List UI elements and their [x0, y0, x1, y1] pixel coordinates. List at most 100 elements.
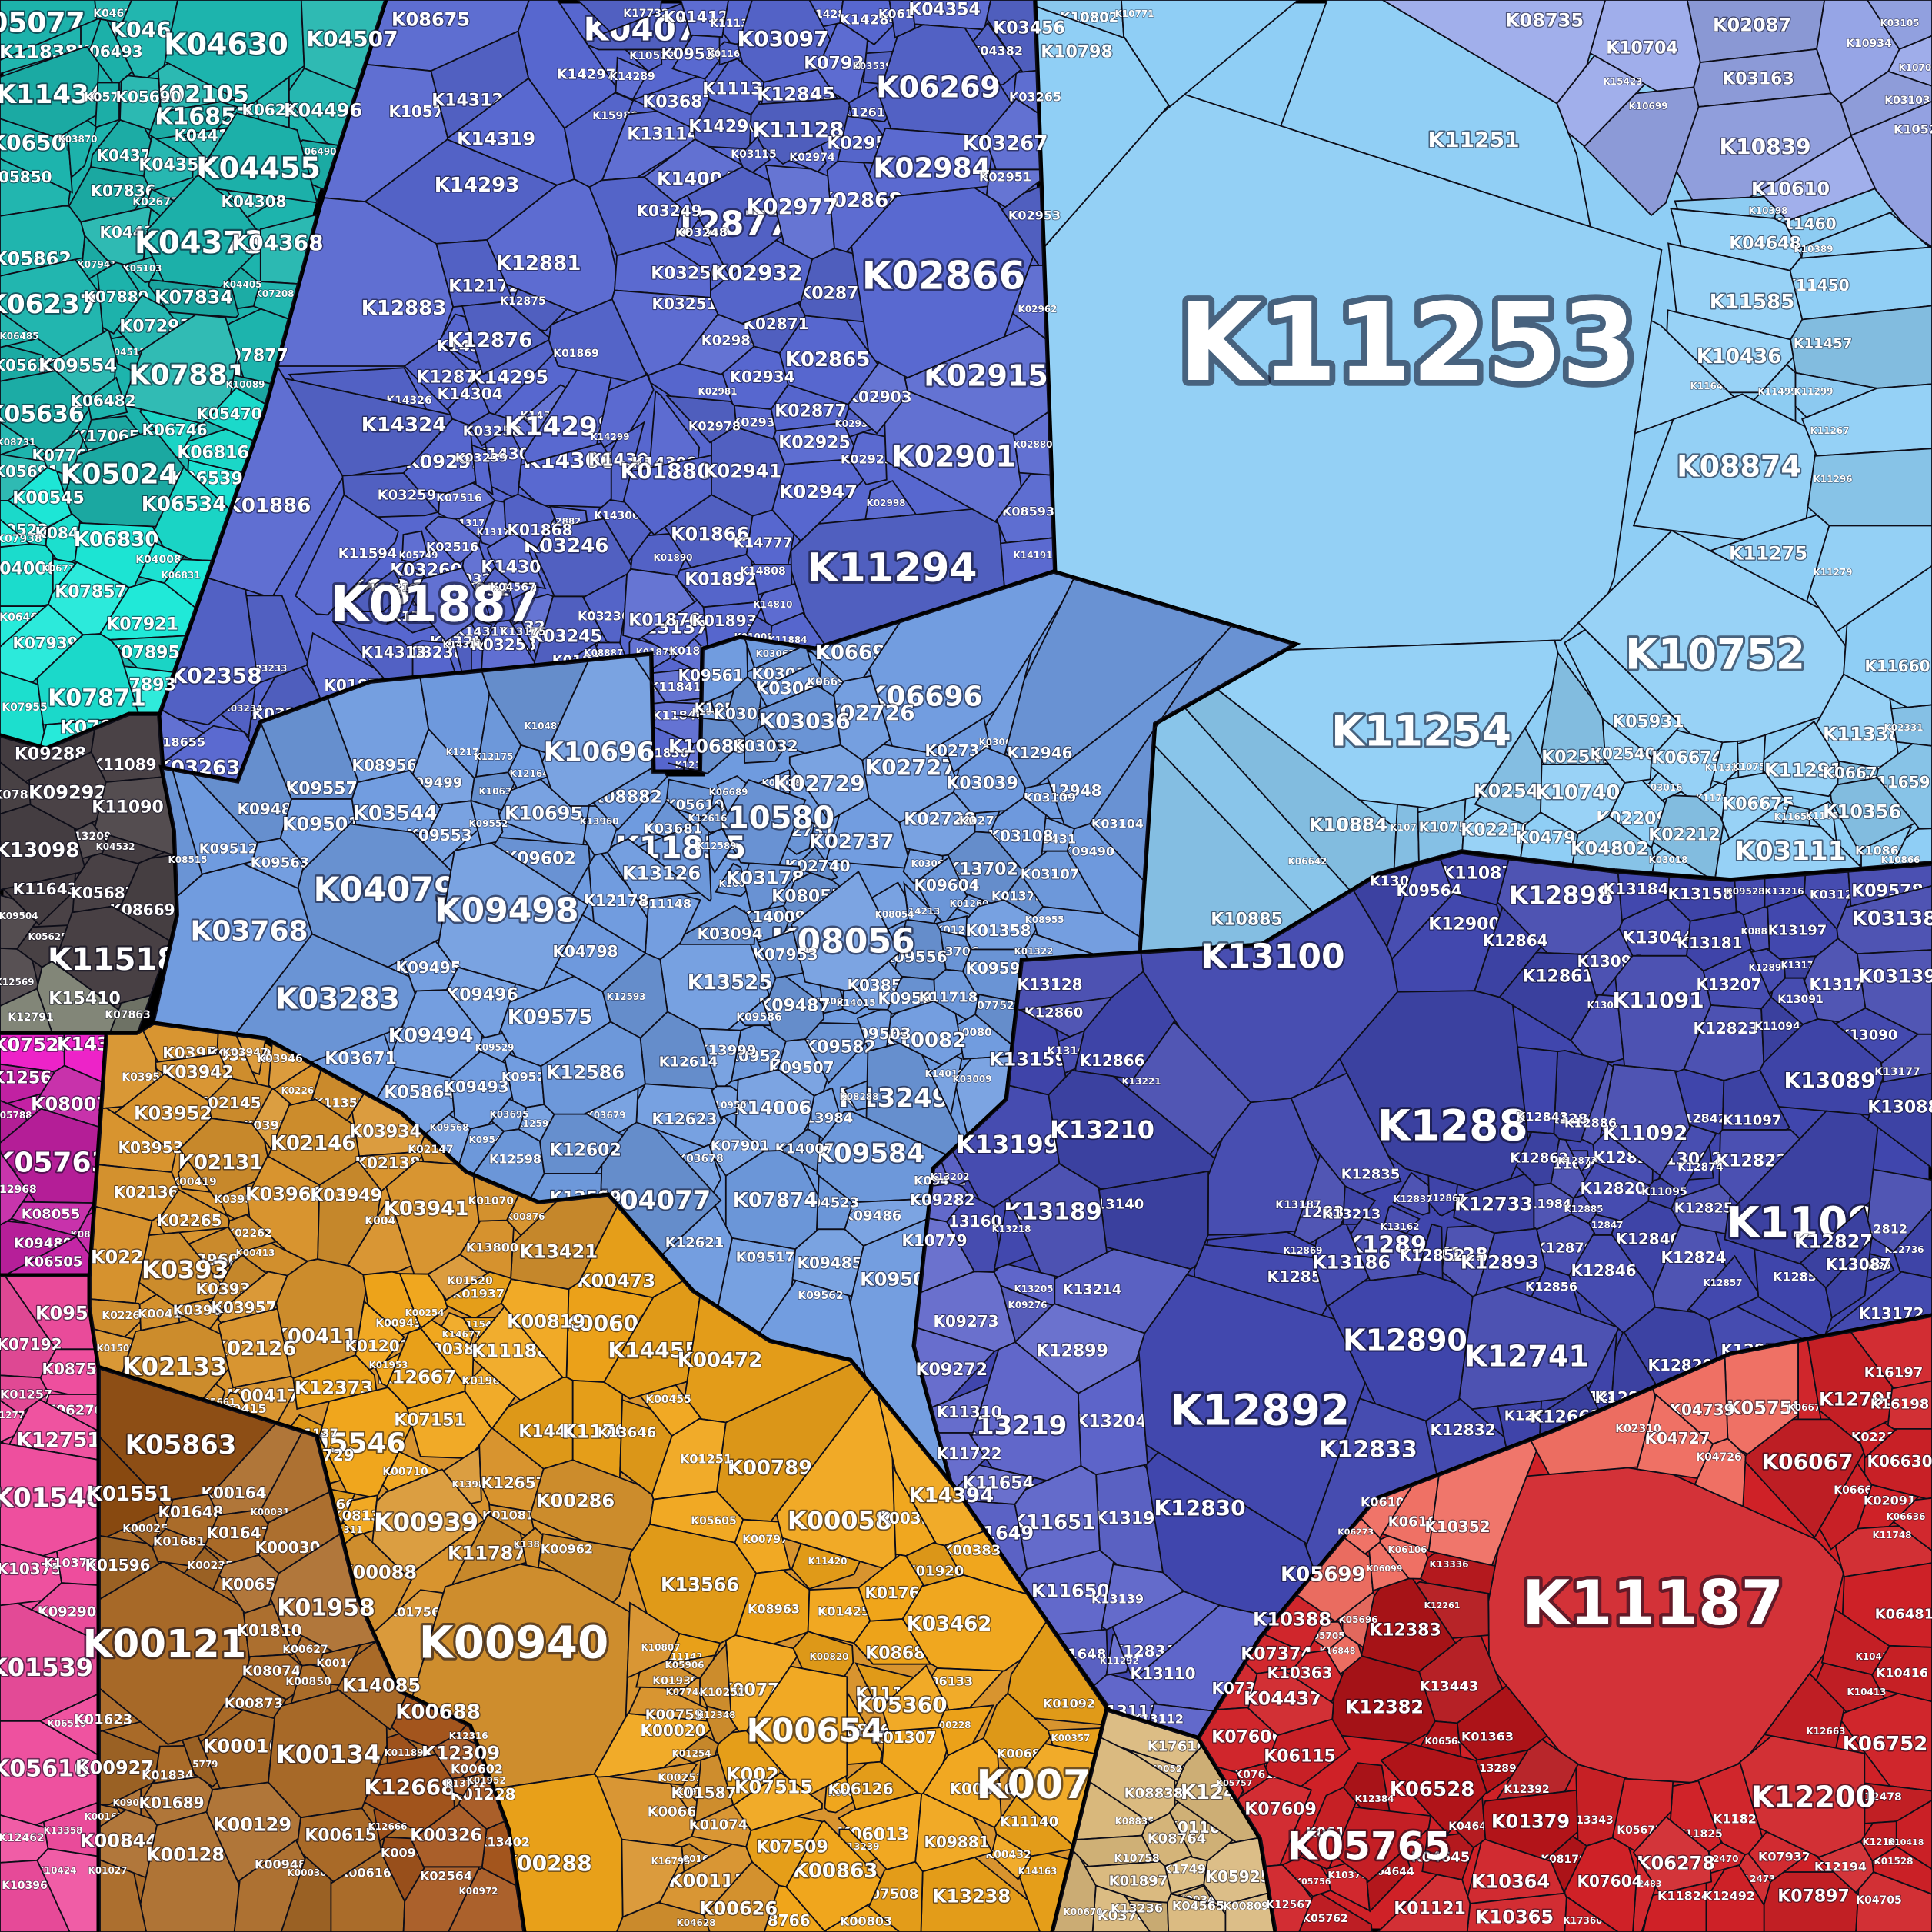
treemap-cell[interactable]: [507, 580, 535, 601]
treemap-cell[interactable]: [788, 744, 870, 822]
treemap-cell[interactable]: [1264, 1864, 1313, 1932]
treemap-cell[interactable]: [1427, 1440, 1537, 1567]
treemap-cell[interactable]: [941, 1150, 970, 1186]
treemap-cell[interactable]: [1875, 743, 1932, 830]
treemap-cell[interactable]: [125, 1514, 161, 1549]
treemap-cell[interactable]: [1891, 828, 1932, 866]
treemap-cell[interactable]: [0, 421, 29, 456]
treemap-cell[interactable]: [1867, 1072, 1932, 1169]
treemap-cell[interactable]: [1583, 928, 1634, 996]
treemap-cell[interactable]: [1053, 1850, 1097, 1932]
treemap-cell[interactable]: [615, 1901, 711, 1932]
treemap-cell[interactable]: [1417, 798, 1467, 863]
treemap-cell[interactable]: [1517, 1046, 1559, 1134]
treemap-cell[interactable]: [1632, 1860, 1657, 1932]
treemap-cell[interactable]: [868, 1860, 924, 1932]
treemap-cell[interactable]: [819, 984, 844, 1014]
treemap-cell[interactable]: [678, 904, 756, 945]
treemap-cell[interactable]: [623, 48, 663, 73]
treemap-cell[interactable]: [541, 656, 653, 807]
treemap-cell[interactable]: [548, 298, 648, 383]
treemap-cell[interactable]: [1824, 1237, 1873, 1319]
treemap-cell[interactable]: [685, 219, 713, 247]
treemap-cell[interactable]: [540, 1021, 646, 1115]
treemap-cell[interactable]: [1569, 1150, 1590, 1174]
treemap-cell[interactable]: [1860, 825, 1913, 868]
treemap-cell[interactable]: [1074, 970, 1176, 1081]
treemap-cell[interactable]: [931, 1383, 989, 1434]
treemap-cell[interactable]: [410, 1803, 488, 1868]
treemap-cell[interactable]: [448, 1867, 524, 1932]
treemap-cell[interactable]: [251, 1088, 291, 1150]
treemap-cell[interactable]: [1280, 0, 1591, 228]
treemap-cell[interactable]: [744, 724, 783, 764]
treemap-cell[interactable]: [1427, 1174, 1458, 1217]
treemap-cell[interactable]: [1687, 1144, 1714, 1181]
treemap-cell[interactable]: [411, 567, 485, 642]
treemap-cell[interactable]: [124, 256, 158, 284]
treemap-cell[interactable]: [1642, 1882, 1707, 1932]
treemap-cell[interactable]: [839, 0, 894, 46]
treemap-cell[interactable]: [742, 862, 801, 913]
treemap-cell[interactable]: [1421, 1833, 1474, 1881]
treemap-cell[interactable]: [401, 530, 428, 564]
treemap-cell[interactable]: [583, 805, 618, 857]
treemap-cell[interactable]: [1344, 1517, 1381, 1555]
treemap-cell[interactable]: [1088, 625, 1294, 882]
treemap-cell[interactable]: [1383, 1204, 1421, 1234]
treemap-cell[interactable]: [1830, 777, 1917, 852]
treemap-cell[interactable]: [1666, 309, 1794, 394]
treemap-cell[interactable]: [373, 1807, 404, 1843]
treemap-cell[interactable]: [1721, 1069, 1790, 1131]
treemap-cell[interactable]: [878, 1395, 985, 1547]
treemap-cell[interactable]: [42, 430, 85, 478]
treemap-cell[interactable]: [99, 1687, 142, 1733]
treemap-cell[interactable]: [1120, 0, 1300, 108]
treemap-cell[interactable]: [597, 374, 655, 449]
treemap-cell[interactable]: [758, 685, 841, 754]
treemap-cell[interactable]: [680, 0, 730, 38]
treemap-cell[interactable]: [837, 115, 884, 165]
treemap-cell[interactable]: [705, 1705, 738, 1745]
treemap-cell[interactable]: [374, 1351, 402, 1387]
treemap-cell[interactable]: [984, 98, 1041, 171]
treemap-cell[interactable]: [1333, 1806, 1432, 1882]
treemap-cell[interactable]: [1794, 371, 1880, 418]
treemap-cell[interactable]: [164, 0, 305, 105]
treemap-cell[interactable]: [1840, 1692, 1932, 1792]
treemap-cell[interactable]: [955, 894, 985, 916]
treemap-cell[interactable]: [1530, 1387, 1657, 1475]
treemap-cell[interactable]: [231, 374, 271, 405]
treemap-cell[interactable]: [1570, 1194, 1597, 1224]
treemap-cell[interactable]: [440, 1311, 475, 1346]
treemap-cell[interactable]: [692, 98, 752, 150]
treemap-cell[interactable]: [427, 1254, 489, 1301]
treemap-cell[interactable]: [1287, 1649, 1343, 1704]
treemap-cell[interactable]: [503, 493, 556, 549]
treemap-cell[interactable]: [841, 988, 868, 1015]
treemap-cell[interactable]: [645, 799, 695, 838]
treemap-cell[interactable]: [1892, 1497, 1932, 1552]
treemap-cell[interactable]: [1264, 1718, 1351, 1787]
treemap-cell[interactable]: [442, 1446, 482, 1505]
treemap-cell[interactable]: [470, 799, 504, 846]
treemap-cell[interactable]: [1763, 1871, 1859, 1932]
treemap-cell[interactable]: [1866, 0, 1932, 51]
treemap-cell[interactable]: [0, 1220, 78, 1277]
treemap-cell[interactable]: [914, 1792, 994, 1873]
treemap-cell[interactable]: [990, 1833, 1033, 1880]
treemap-cell[interactable]: [694, 1754, 734, 1823]
treemap-cell[interactable]: [235, 1034, 267, 1075]
treemap-cell[interactable]: [615, 56, 649, 101]
treemap-cell[interactable]: [1694, 1437, 1747, 1507]
treemap-cell[interactable]: [451, 1776, 472, 1797]
treemap-cell[interactable]: [709, 239, 814, 325]
treemap-cell[interactable]: [228, 266, 261, 310]
treemap-cell[interactable]: [0, 518, 32, 548]
treemap-cell[interactable]: [337, 569, 401, 612]
treemap-cell[interactable]: [0, 543, 54, 607]
treemap-cell[interactable]: [1807, 448, 1932, 527]
treemap-cell[interactable]: [67, 119, 98, 178]
treemap-cell[interactable]: [290, 1664, 332, 1704]
treemap-cell[interactable]: [461, 1757, 488, 1779]
